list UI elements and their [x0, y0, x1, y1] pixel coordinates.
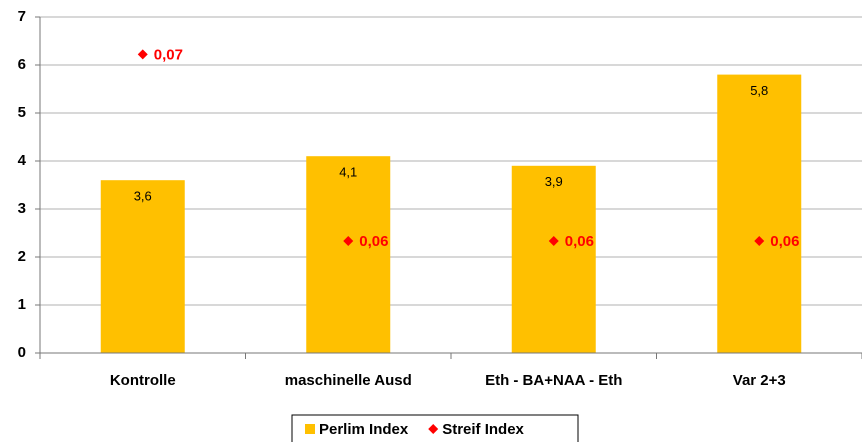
chart: 0 1 2 3 4 5 6 7 3,6 4,1 3,9 5,8 0,07 0,06 0,06 0,06 Kont…	[0, 0, 862, 442]
y-tick-label: 7	[18, 8, 26, 25]
legend-label: Streif Index	[442, 421, 524, 438]
bar	[512, 166, 596, 353]
bar-value-label: 3,6	[134, 189, 152, 204]
y-tick-label: 5	[18, 104, 26, 121]
marker-value-label: 0,07	[154, 46, 183, 63]
y-tick-label: 3	[18, 200, 26, 217]
y-tick-label: 2	[18, 248, 26, 265]
x-tick-label: Var 2+3	[733, 372, 786, 389]
bar	[306, 156, 390, 353]
y-tick-label: 0	[18, 344, 26, 361]
bar-value-label: 5,8	[750, 83, 768, 98]
y-tick-label: 4	[18, 152, 27, 169]
legend-label: Perlim Index	[319, 421, 409, 438]
bar-value-label: 3,9	[545, 174, 563, 189]
x-tick-label: maschinelle Ausd	[285, 372, 412, 389]
bar	[717, 75, 801, 353]
bar	[101, 180, 185, 353]
bar-value-label: 4,1	[339, 165, 357, 180]
legend-swatch	[305, 424, 315, 434]
marker-value-label: 0,06	[565, 233, 594, 250]
marker-value-label: 0,06	[359, 233, 388, 250]
marker	[138, 49, 148, 59]
marker-value-label: 0,06	[770, 233, 799, 250]
y-tick-label: 1	[18, 296, 26, 313]
x-tick-label: Eth - BA+NAA - Eth	[485, 372, 622, 389]
x-tick-label: Kontrolle	[110, 372, 176, 389]
y-tick-label: 6	[18, 56, 26, 73]
